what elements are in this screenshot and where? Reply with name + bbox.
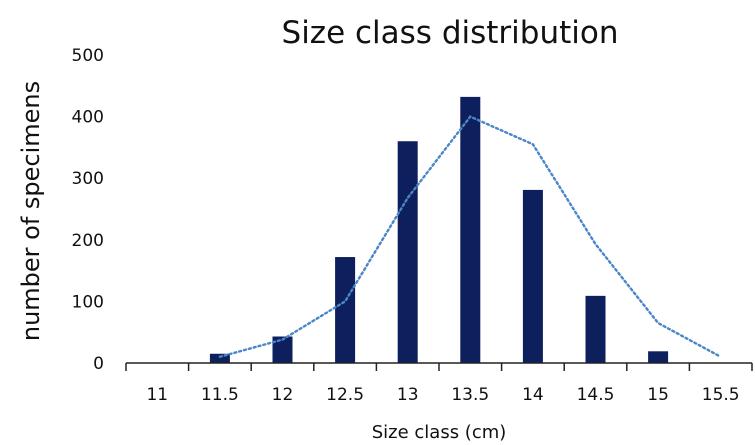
x-tick-label: 13.5 <box>451 385 489 405</box>
bars <box>209 96 669 363</box>
x-tick-label: 13 <box>397 385 419 405</box>
chart-title: Size class distribution <box>282 15 619 51</box>
bar <box>648 351 669 363</box>
bar <box>522 189 543 363</box>
y-tick-label: 0 <box>93 354 104 374</box>
bar <box>272 336 293 363</box>
x-tick-label: 14 <box>522 385 544 405</box>
x-tick-label: 11.5 <box>201 385 239 405</box>
x-axis: 11 11.5 12 12.5 13 13.5 14 14.5 15 15.5 <box>125 362 753 405</box>
bar <box>335 257 356 363</box>
y-tick-label: 500 <box>72 46 104 66</box>
bar <box>397 141 418 363</box>
bar <box>585 295 606 363</box>
x-tick-label: 14.5 <box>577 385 615 405</box>
y-tick-label: 400 <box>72 108 104 128</box>
y-tick-label: 100 <box>72 292 104 312</box>
y-tick-label: 300 <box>72 169 104 189</box>
x-tick-label: 15.5 <box>702 385 740 405</box>
x-tick-label: 11 <box>146 385 168 405</box>
y-axis-label: number of specimens <box>17 81 45 341</box>
trend-line <box>218 115 722 358</box>
bar <box>460 96 481 363</box>
y-tick-label: 200 <box>72 231 104 251</box>
y-axis-ticks: 0 100 200 300 400 500 <box>72 46 104 374</box>
x-axis-label: Size class (cm) <box>372 422 507 443</box>
bar <box>209 353 230 363</box>
x-tick-label: 12.5 <box>326 385 364 405</box>
x-tick-label: 15 <box>647 385 669 405</box>
x-tick-label: 12 <box>272 385 294 405</box>
